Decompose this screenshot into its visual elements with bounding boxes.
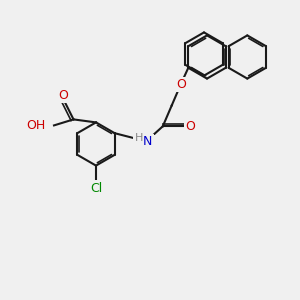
Text: H: H [135, 133, 143, 143]
Text: O: O [185, 120, 195, 133]
Text: O: O [58, 89, 68, 102]
Text: OH: OH [26, 119, 46, 132]
Text: O: O [176, 78, 186, 91]
Text: H: H [139, 134, 148, 144]
Text: Cl: Cl [90, 182, 102, 195]
Text: N: N [143, 135, 152, 148]
Text: N: N [145, 136, 154, 149]
